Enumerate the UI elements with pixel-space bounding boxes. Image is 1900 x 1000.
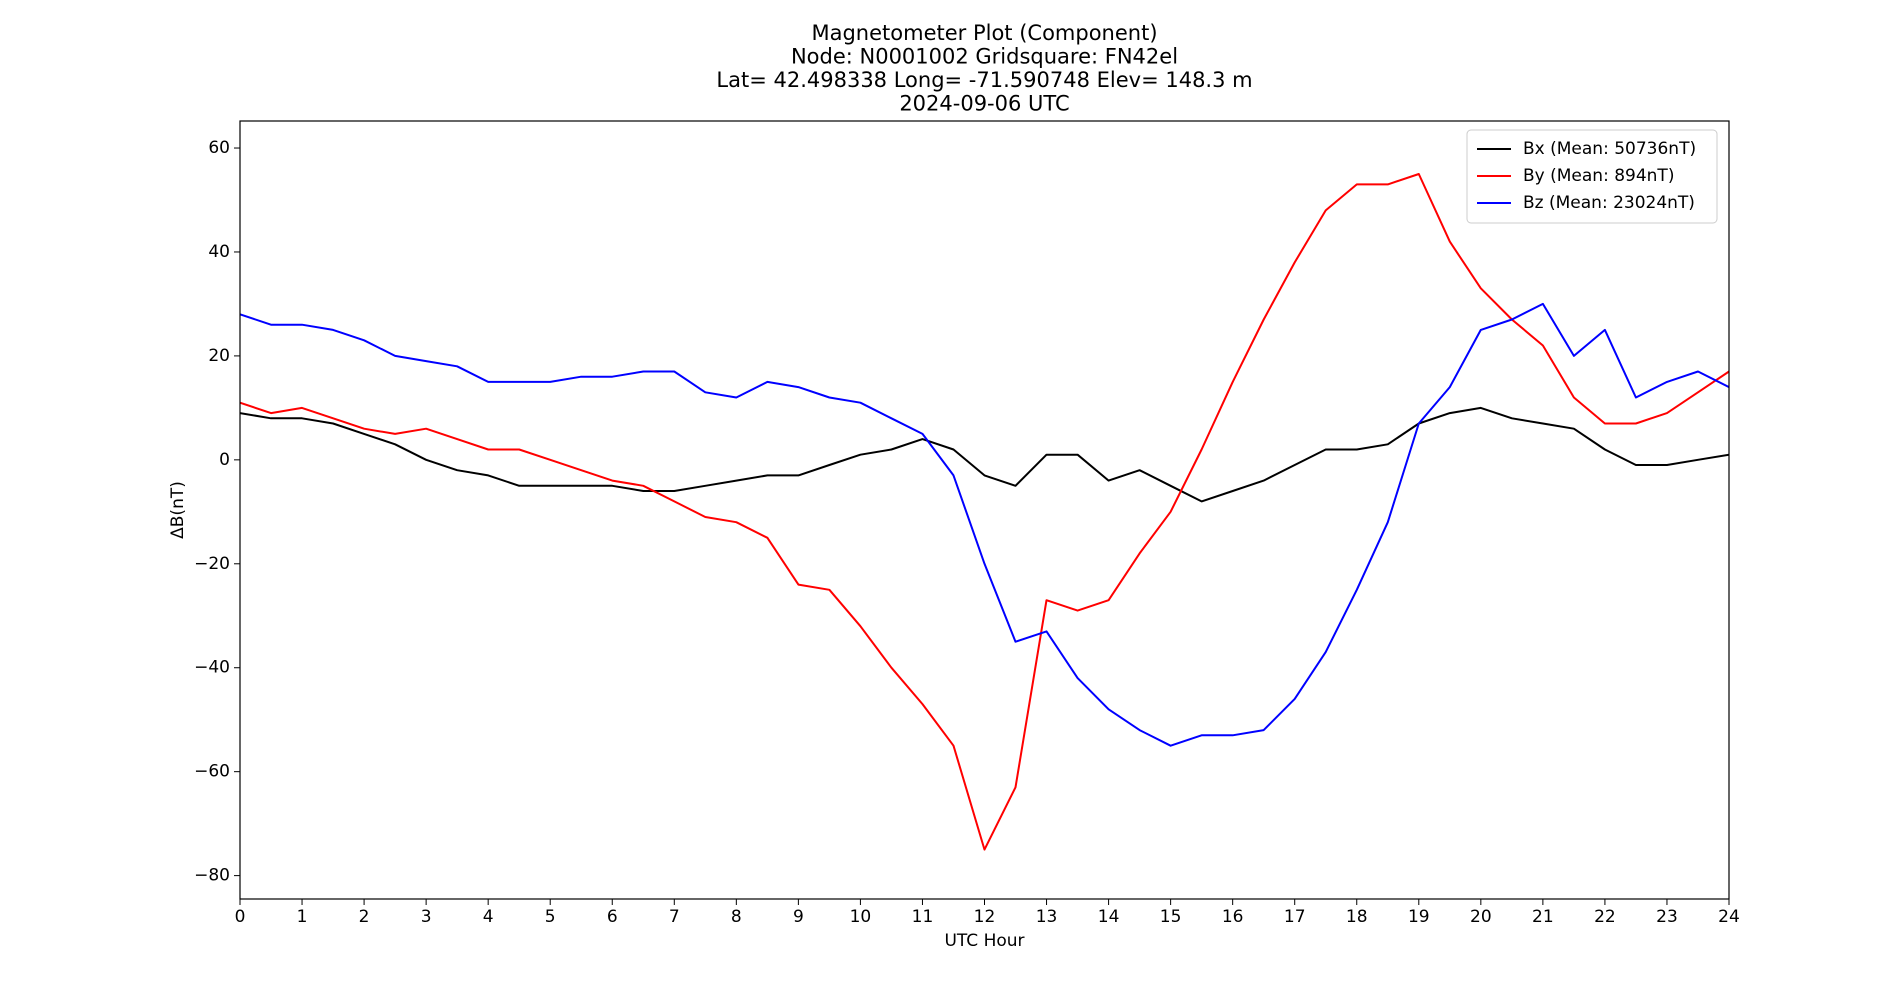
y-tick-label: −40 xyxy=(194,658,230,678)
x-tick-label: 14 xyxy=(1098,907,1120,927)
x-tick-label: 7 xyxy=(669,907,680,927)
x-tick-label: 19 xyxy=(1408,907,1430,927)
y-tick-label: −60 xyxy=(194,762,230,782)
legend-label: Bz (Mean: 23024nT) xyxy=(1523,193,1695,213)
x-axis-label: UTC Hour xyxy=(944,931,1024,951)
plot-lines xyxy=(240,173,1729,851)
x-tick-label: 2 xyxy=(359,907,370,927)
y-tick-label: 20 xyxy=(208,346,230,366)
x-tick-label: 9 xyxy=(793,907,804,927)
chart-title: Magnetometer Plot (Component) xyxy=(811,21,1157,45)
x-tick-label: 1 xyxy=(297,907,308,927)
legend-box xyxy=(1466,129,1718,224)
x-tick-label: 12 xyxy=(974,907,996,927)
y-tick-label: 60 xyxy=(208,138,230,158)
x-tick-label: 21 xyxy=(1532,907,1554,927)
x-tick-label: 17 xyxy=(1284,907,1306,927)
plot-frame xyxy=(239,120,1730,900)
y-tick-label: −80 xyxy=(194,866,230,886)
series-line xyxy=(240,406,1729,503)
x-tick-label: 18 xyxy=(1346,907,1368,927)
y-axis-label: ΔB(nT) xyxy=(168,481,188,539)
x-tick-label: 0 xyxy=(235,907,246,927)
x-tick-label: 13 xyxy=(1036,907,1058,927)
x-tick-label: 22 xyxy=(1594,907,1616,927)
x-tick-label: 24 xyxy=(1718,907,1740,927)
legend-label: By (Mean: 894nT) xyxy=(1523,166,1674,186)
x-tick-label: 10 xyxy=(850,907,872,927)
x-tick-label: 4 xyxy=(483,907,494,927)
x-tick-label: 5 xyxy=(545,907,556,927)
legend-label: Bx (Mean: 50736nT) xyxy=(1523,139,1696,159)
x-tick-label: 16 xyxy=(1222,907,1244,927)
series-line xyxy=(240,302,1729,747)
x-tick-label: 6 xyxy=(607,907,618,927)
x-tick-label: 20 xyxy=(1470,907,1492,927)
x-tick-label: 3 xyxy=(421,907,432,927)
y-tick-label: 40 xyxy=(208,242,230,262)
y-tick-label: 0 xyxy=(219,450,230,470)
x-tick-label: 15 xyxy=(1160,907,1182,927)
x-tick-label: 11 xyxy=(912,907,934,927)
chart-title: Lat= 42.498338 Long= -71.590748 Elev= 14… xyxy=(716,68,1252,92)
chart-title: 2024-09-06 UTC xyxy=(899,92,1069,116)
x-tick-label: 8 xyxy=(731,907,742,927)
chart-title: Node: N0001002 Gridsquare: FN42el xyxy=(791,45,1178,69)
series-line xyxy=(240,173,1729,851)
x-tick-label: 23 xyxy=(1656,907,1678,927)
y-tick-label: −20 xyxy=(194,554,230,574)
